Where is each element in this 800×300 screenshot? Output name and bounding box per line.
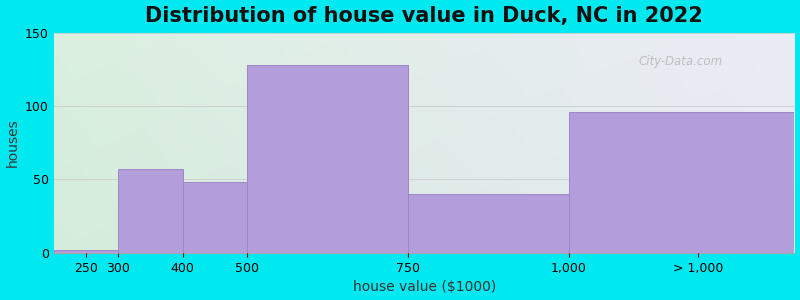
- Bar: [118, 169, 182, 253]
- Text: City-Data.com: City-Data.com: [639, 55, 723, 68]
- Bar: [54, 250, 118, 253]
- Bar: [569, 112, 794, 253]
- Title: Distribution of house value in Duck, NC in 2022: Distribution of house value in Duck, NC …: [146, 6, 703, 26]
- Bar: [408, 194, 569, 253]
- Bar: [247, 65, 408, 253]
- Bar: [182, 182, 247, 253]
- Y-axis label: houses: houses: [6, 118, 19, 167]
- X-axis label: house value ($1000): house value ($1000): [353, 280, 496, 294]
